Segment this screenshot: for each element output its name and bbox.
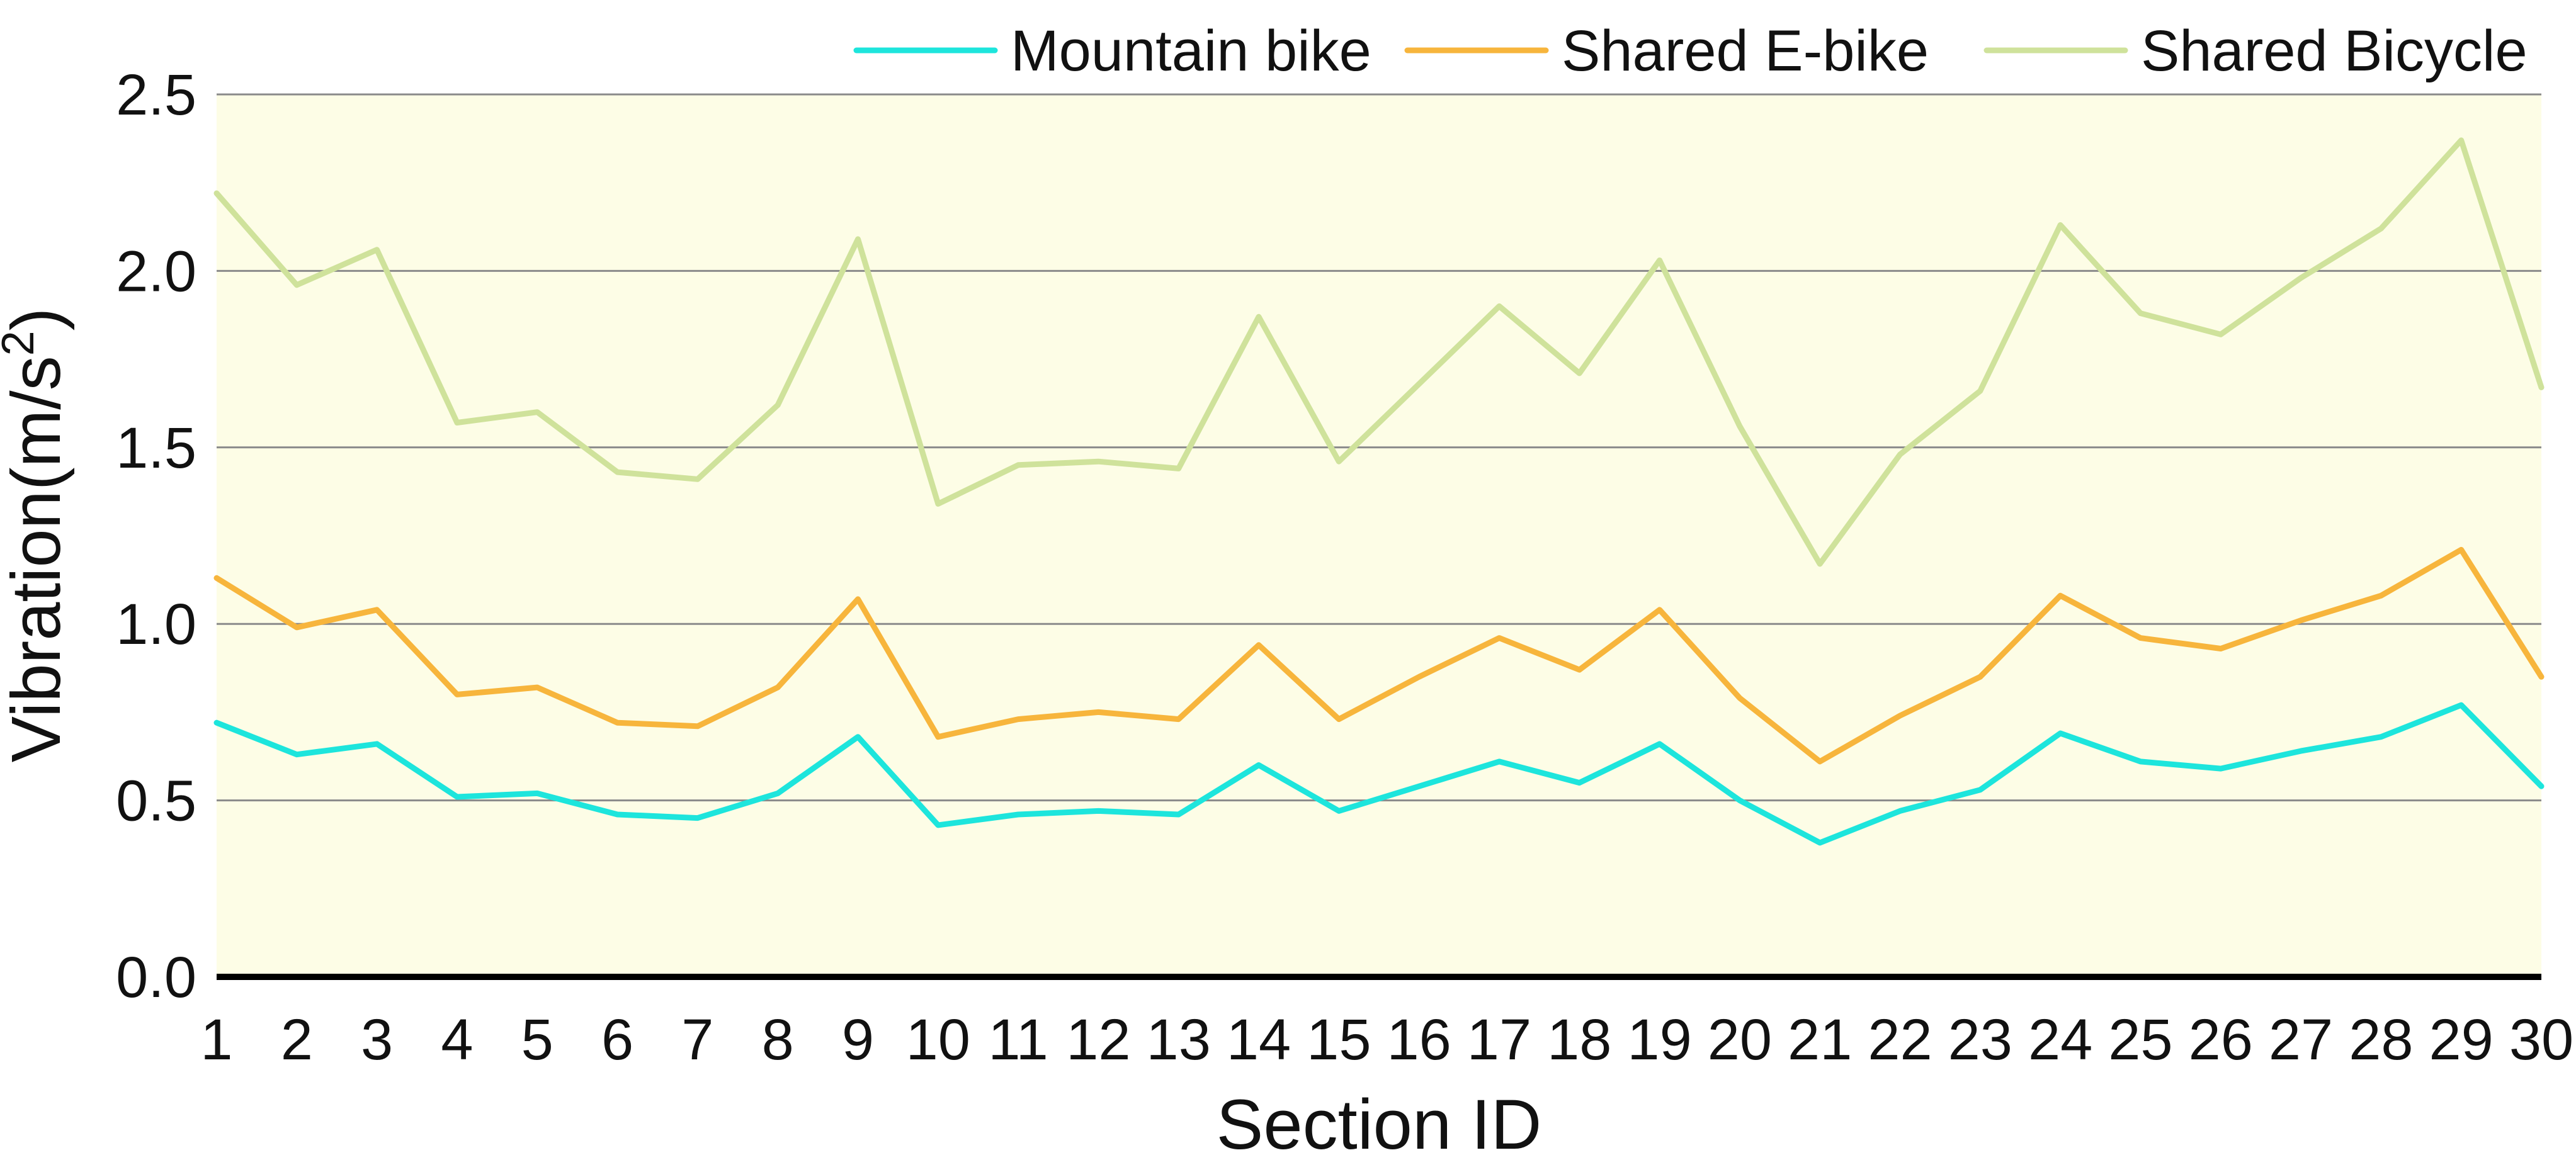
x-tick-label: 9 [842,1008,874,1072]
x-tick-label: 4 [441,1008,473,1072]
x-tick-label: 6 [601,1008,633,1072]
x-tick-label: 7 [681,1008,713,1072]
x-tick-label: 2 [281,1008,313,1072]
x-tick-label: 22 [1868,1008,1932,1072]
x-tick-label: 10 [906,1008,970,1072]
x-axis-tick-labels: 1 2 3 4 5 6 7 8 9 10 11 12 13 14 15 16 17 18 19 20 21 22 23 24 2… [200,1008,2573,1072]
y-tick-label: 0.5 [116,769,196,833]
y-tick-label: 0.0 [116,945,196,1010]
x-tick-label: 26 [2189,1008,2253,1072]
x-tick-label: 28 [2349,1008,2413,1072]
y-tick-label: 1.5 [116,416,196,480]
x-tick-label: 15 [1307,1008,1371,1072]
legend-label-shared-bicycle: Shared Bicycle [2141,19,2528,83]
x-tick-label: 12 [1066,1008,1130,1072]
x-tick-label: 24 [2028,1008,2092,1072]
x-tick-label: 27 [2269,1008,2333,1072]
y-tick-label: 2.5 [116,63,196,127]
x-tick-label: 29 [2429,1008,2494,1072]
x-tick-label: 13 [1147,1008,1211,1072]
y-tick-label: 1.0 [116,592,196,656]
y-tick-label: 2.0 [116,239,196,303]
series-line-mountain-bike [213,702,2545,846]
x-tick-label: 17 [1467,1008,1531,1072]
y-axis-tick-labels: 0.0 0.5 1.0 1.5 2.0 2.5 [116,63,196,1010]
x-tick-label: 8 [762,1008,794,1072]
x-tick-label: 16 [1387,1008,1451,1072]
x-tick-label: 3 [361,1008,393,1072]
x-tick-label: 23 [1948,1008,2012,1072]
series-lines [213,137,2545,846]
y-axis-title: Vibration(m/s2) [0,308,75,763]
x-tick-label: 11 [988,1008,1048,1072]
grid-lines [217,93,2541,802]
x-tick-label: 5 [521,1008,553,1072]
x-tick-label: 14 [1227,1008,1291,1072]
series-line-shared-e-bike [213,546,2545,765]
series-line-shared-bicycle [213,137,2545,567]
legend-label-shared-e-bike: Shared E-bike [1562,19,1929,83]
x-tick-label: 21 [1788,1008,1852,1072]
x-tick-label: 18 [1547,1008,1611,1072]
y-axis-title-close: ) [0,308,75,331]
x-tick-label: 1 [200,1008,232,1072]
x-tick-label: 20 [1708,1008,1772,1072]
y-axis-title-superscript: 2 [0,330,43,356]
x-tick-label: 19 [1627,1008,1691,1072]
legend: Mountain bike Shared E-bike Shared Bicycle [853,19,2528,83]
plot-background [217,94,2541,977]
x-axis-title: Section ID [1217,1085,1542,1164]
legend-label-mountain-bike: Mountain bike [1011,19,1371,83]
x-tick-label: 30 [2509,1008,2573,1072]
x-tick-label: 25 [2108,1008,2172,1072]
